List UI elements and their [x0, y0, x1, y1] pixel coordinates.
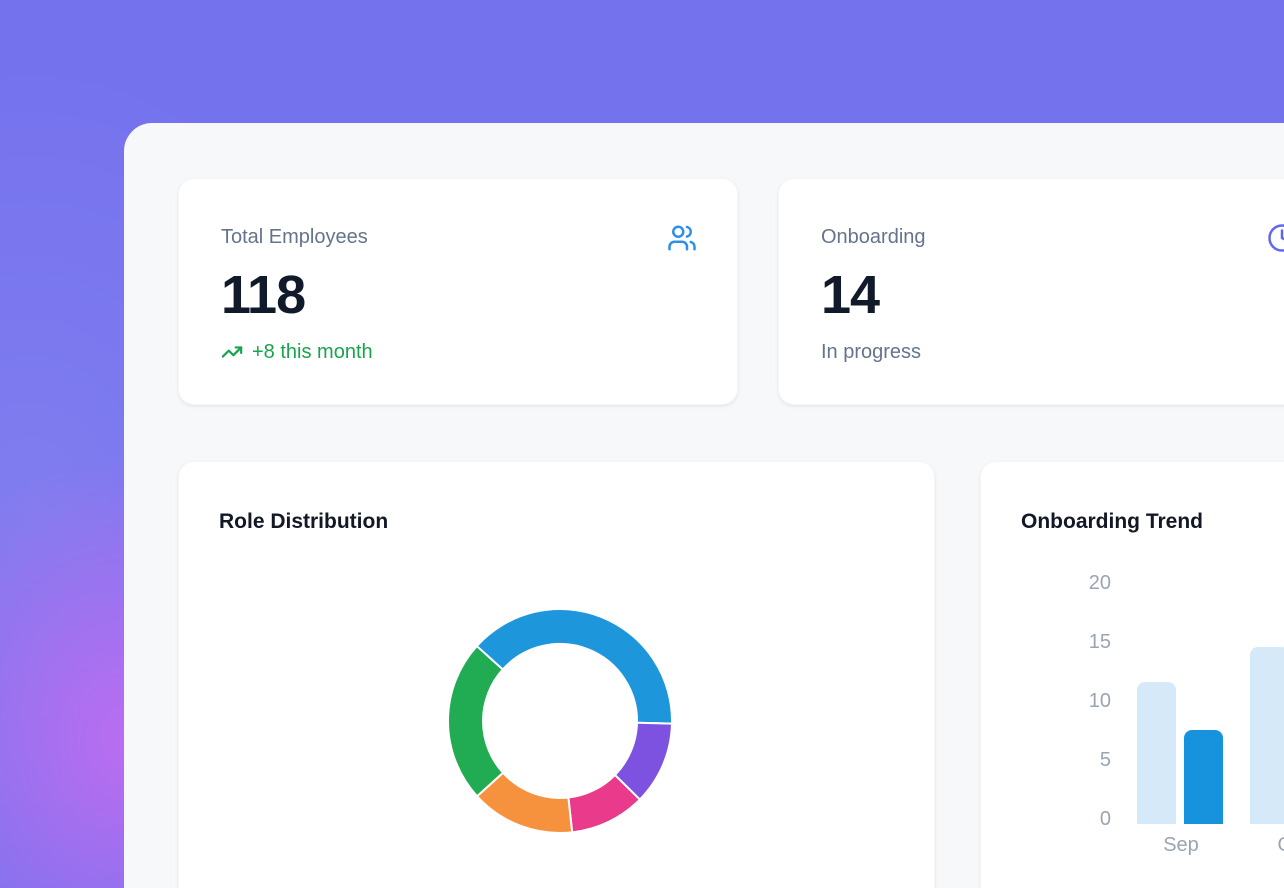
onboarding-trend-title: Onboarding Trend: [1021, 510, 1203, 533]
stat-card-onboarding: Onboarding 14 In progress: [778, 178, 1284, 405]
x-axis-category-label: Oct: [1277, 833, 1284, 857]
y-axis-tick-label: 5: [1099, 749, 1111, 771]
role-distribution-title: Role Distribution: [219, 510, 389, 533]
y-axis-tick-label: 15: [1088, 631, 1111, 653]
bar-sep-dark-blue: [1184, 730, 1223, 824]
stat-value: 14: [821, 265, 880, 325]
y-axis-tick-label: 20: [1088, 572, 1111, 594]
donut-segment-blue: [475, 608, 673, 725]
stat-card-total-employees: Total Employees 118 +8 this month: [178, 178, 738, 405]
onboarding-trend-card: Onboarding Trend 20 15 10 5 0 Sep Oct: [980, 461, 1284, 888]
stat-label: Total Employees: [221, 226, 368, 248]
bar-oct-light-blue: [1250, 647, 1284, 824]
x-axis-category-label: Sep: [1163, 834, 1199, 856]
dashboard-panel: Total Employees 118 +8 this month: [124, 123, 1284, 888]
y-axis-tick-label: 10: [1088, 690, 1111, 712]
stat-subtext-label: +8 this month: [252, 341, 373, 363]
stat-label: Onboarding: [821, 226, 926, 248]
bar-sep-light-blue: [1137, 682, 1176, 824]
role-distribution-card: Role Distribution: [178, 461, 935, 888]
clock-icon: [1267, 223, 1284, 253]
donut-segment-green: [447, 645, 504, 798]
stat-subtext-label: In progress: [821, 341, 922, 363]
stat-subtext: In progress: [821, 339, 1284, 365]
y-axis-tick-label: 0: [1099, 808, 1111, 830]
role-distribution-donut-chart: [447, 608, 673, 834]
onboarding-trend-bar-chart: 20 15 10 5 0 Sep Oct: [981, 462, 1284, 888]
trending-up-icon: [221, 341, 243, 363]
stat-value: 118: [221, 265, 306, 325]
users-icon: [667, 223, 697, 253]
stat-subtext: +8 this month: [221, 339, 695, 365]
